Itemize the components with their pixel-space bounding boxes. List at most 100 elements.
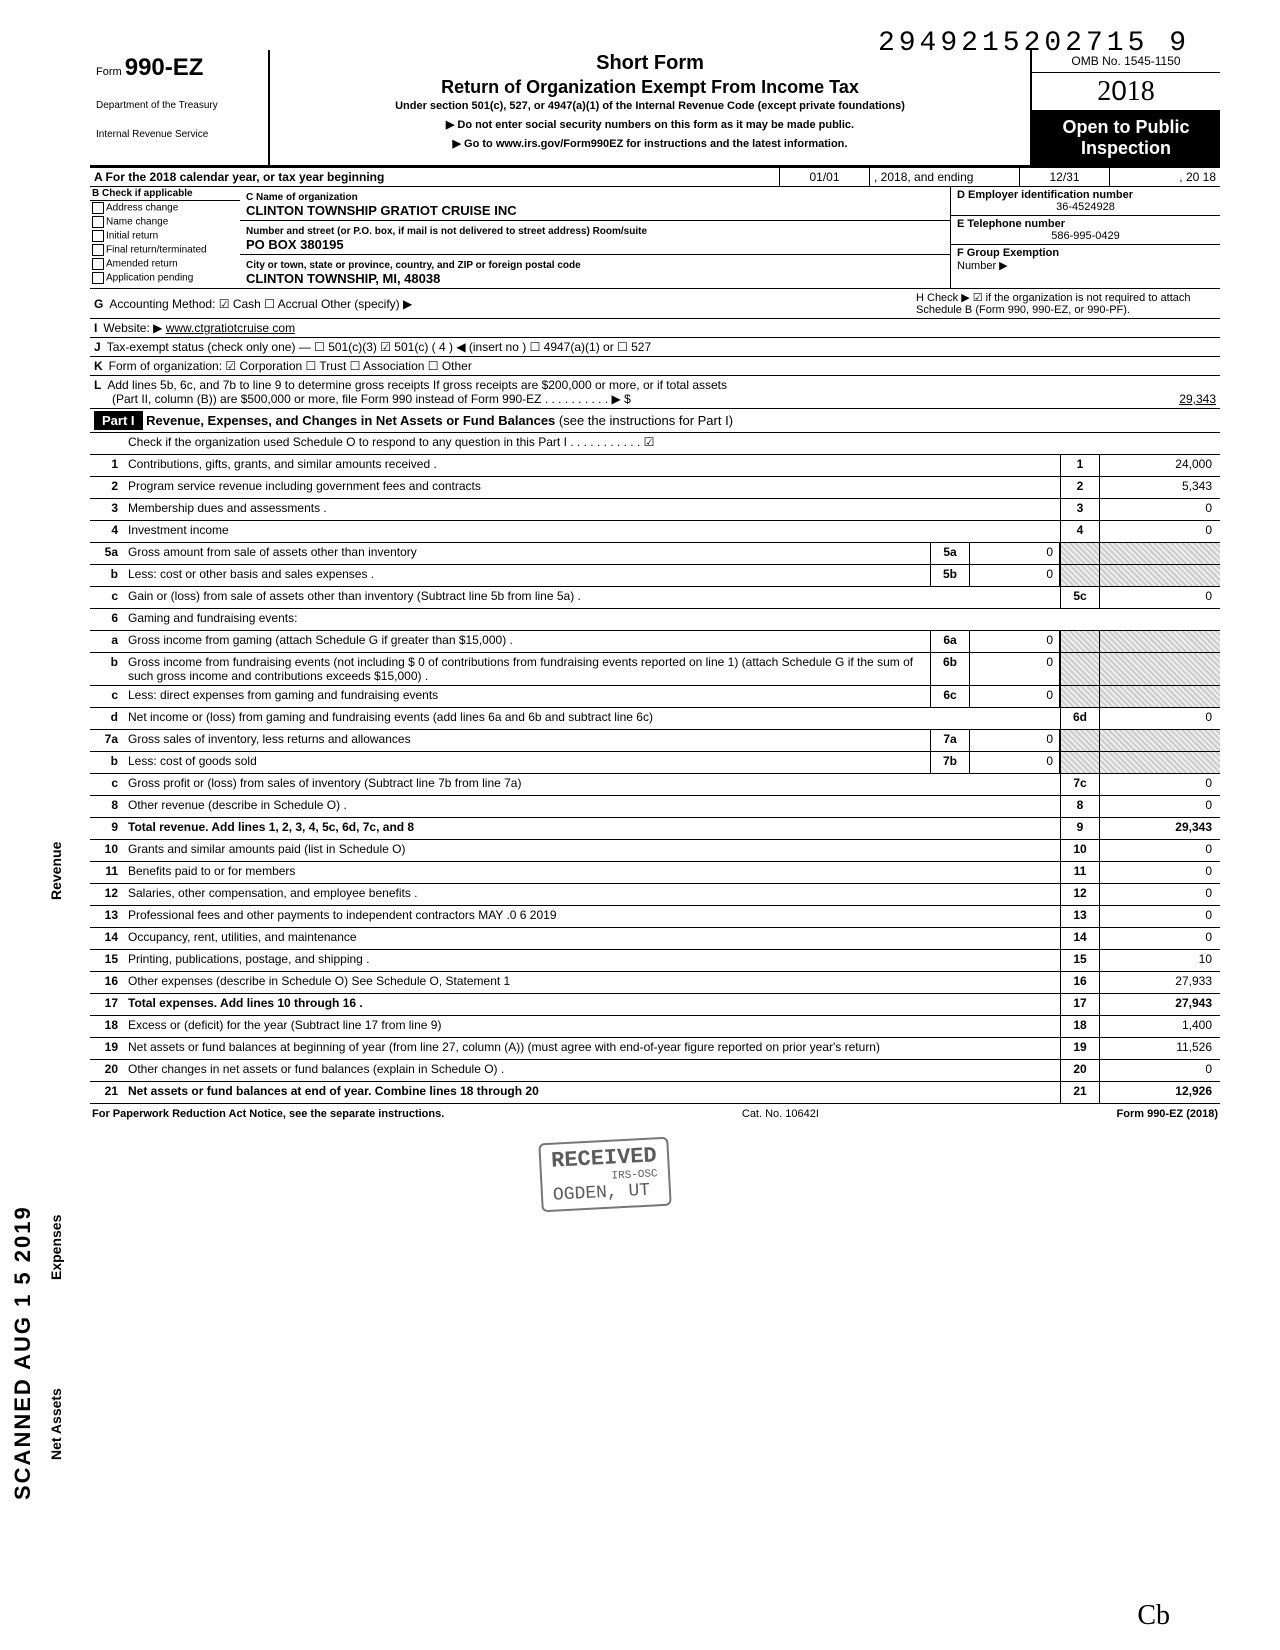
line-l: LAdd lines 5b, 6c, and 7b to line 9 to d…: [90, 376, 1220, 409]
stamp-received: RECEIVED: [551, 1143, 658, 1173]
line-5a: 5aGross amount from sale of assets other…: [90, 543, 1220, 565]
end-val: 27,943: [1100, 994, 1220, 1015]
end-val: 0: [1100, 906, 1220, 927]
mid-box: 7b: [930, 752, 970, 773]
line-b: bLess: cost or other basis and sales exp…: [90, 565, 1220, 587]
line-text: Less: direct expenses from gaming and fu…: [124, 686, 930, 707]
side-revenue: Revenue: [48, 842, 64, 900]
ck-initial-return[interactable]: Initial return: [90, 229, 240, 243]
line-13: 13Professional fees and other payments t…: [90, 906, 1220, 928]
line-k-text: Form of organization: ☑ Corporation ☐ Tr…: [109, 359, 472, 373]
end-val: 29,343: [1100, 818, 1220, 839]
line-num: 17: [90, 994, 124, 1015]
org-city: CLINTON TOWNSHIP, MI, 48038: [246, 271, 440, 286]
form-id-block: Form 990-EZ Department of the Treasury I…: [90, 50, 270, 165]
end-box: 21: [1060, 1082, 1100, 1103]
ck-name-change[interactable]: Name change: [90, 215, 240, 229]
stamp-ogden: OGDEN, UT: [553, 1180, 660, 1206]
line-num: 19: [90, 1038, 124, 1059]
end-box: 6d: [1060, 708, 1100, 729]
signature-mark: Cb: [1137, 1600, 1170, 1632]
end-box: 13: [1060, 906, 1100, 927]
line-text: Other revenue (describe in Schedule O) .: [124, 796, 1060, 817]
mid-box: 7a: [930, 730, 970, 751]
line-2: 2Program service revenue including gover…: [90, 477, 1220, 499]
ein-label: D Employer identification number: [957, 189, 1133, 201]
phone-label: E Telephone number: [957, 218, 1065, 230]
website-value: www.ctgratiotcruise com: [166, 321, 295, 335]
line-num: 7a: [90, 730, 124, 751]
org-city-label: City or town, state or province, country…: [246, 260, 581, 271]
org-addr-label: Number and street (or P.O. box, if mail …: [246, 226, 647, 237]
col-b-checkboxes: B Check if applicable Address change Nam…: [90, 187, 240, 288]
line-l-value: 29,343: [1179, 392, 1216, 406]
line-text: Gross amount from sale of assets other t…: [124, 543, 930, 564]
part1-label: Part I: [94, 411, 143, 430]
side-net-assets: Net Assets: [48, 1388, 64, 1460]
form-title: Return of Organization Exempt From Incom…: [278, 77, 1022, 98]
ck-final-return[interactable]: Final return/terminated: [90, 243, 240, 257]
end-val: 0: [1100, 499, 1220, 520]
line-text: Gross income from fundraising events (no…: [124, 653, 930, 685]
line-g-text: Accounting Method: ☑ Cash ☐ Accrual Othe…: [109, 297, 916, 311]
end-box: 17: [1060, 994, 1100, 1015]
dln-number: 2949215202715 9: [878, 28, 1190, 59]
line-c: cGain or (loss) from sale of assets othe…: [90, 587, 1220, 609]
ck-amended-return[interactable]: Amended return: [90, 257, 240, 271]
end-val: 0: [1100, 928, 1220, 949]
line-text: Membership dues and assessments .: [124, 499, 1060, 520]
line-num: 14: [90, 928, 124, 949]
line-num: 4: [90, 521, 124, 542]
mid-val: 0: [970, 631, 1060, 652]
mid-val: 0: [970, 653, 1060, 685]
footer-form: Form 990-EZ (2018): [1117, 1108, 1218, 1120]
col-de: D Employer identification number36-45249…: [950, 187, 1220, 288]
line-21: 21Net assets or fund balances at end of …: [90, 1082, 1220, 1104]
line-text: Less: cost of goods sold: [124, 752, 930, 773]
end-box-shade: [1060, 653, 1100, 685]
end-val: 0: [1100, 862, 1220, 883]
line-c: cGross profit or (loss) from sales of in…: [90, 774, 1220, 796]
end-box: 1: [1060, 455, 1100, 476]
line-d: dNet income or (loss) from gaming and fu…: [90, 708, 1220, 730]
line-num: 12: [90, 884, 124, 905]
end-val: 1,400: [1100, 1016, 1220, 1037]
line-text: Other changes in net assets or fund bala…: [124, 1060, 1060, 1081]
line-10: 10Grants and similar amounts paid (list …: [90, 840, 1220, 862]
end-box: 18: [1060, 1016, 1100, 1037]
part1-header: Part I Revenue, Expenses, and Changes in…: [90, 409, 1220, 433]
end-box: 7c: [1060, 774, 1100, 795]
line-num: d: [90, 708, 124, 729]
line-num: 10: [90, 840, 124, 861]
line-text: Program service revenue including govern…: [124, 477, 1060, 498]
line-h-text: H Check ▶ ☑ if the organization is not r…: [916, 291, 1216, 316]
line-text: Occupancy, rent, utilities, and maintena…: [124, 928, 1060, 949]
side-expenses: Expenses: [48, 1215, 64, 1280]
ck-application-pending[interactable]: Application pending: [90, 271, 240, 285]
line-text: Gain or (loss) from sale of assets other…: [124, 587, 1060, 608]
end-box-shade: [1060, 565, 1100, 586]
line-num: b: [90, 752, 124, 773]
end-val: 0: [1100, 587, 1220, 608]
line-num: b: [90, 565, 124, 586]
form-prefix: Form: [96, 66, 122, 78]
line-k: KForm of organization: ☑ Corporation ☐ T…: [90, 357, 1220, 376]
line-14: 14Occupancy, rent, utilities, and mainte…: [90, 928, 1220, 950]
end-val-shade: [1100, 653, 1220, 685]
end-box: 20: [1060, 1060, 1100, 1081]
end-box-shade: [1060, 543, 1100, 564]
end-val: 0: [1100, 884, 1220, 905]
line-text: Professional fees and other payments to …: [124, 906, 1060, 927]
line-17: 17Total expenses. Add lines 10 through 1…: [90, 994, 1220, 1016]
end-val: 27,933: [1100, 972, 1220, 993]
end-box-shade: [1060, 752, 1100, 773]
ck-address-change[interactable]: Address change: [90, 201, 240, 215]
mid-val: 0: [970, 686, 1060, 707]
line-19: 19Net assets or fund balances at beginni…: [90, 1038, 1220, 1060]
line-text: Excess or (deficit) for the year (Subtra…: [124, 1016, 1060, 1037]
end-val: 10: [1100, 950, 1220, 971]
group-exempt-number: Number ▶: [957, 260, 1008, 272]
mid-box: 6c: [930, 686, 970, 707]
col-b-header: B Check if applicable: [90, 187, 240, 201]
line-4: 4Investment income40: [90, 521, 1220, 543]
